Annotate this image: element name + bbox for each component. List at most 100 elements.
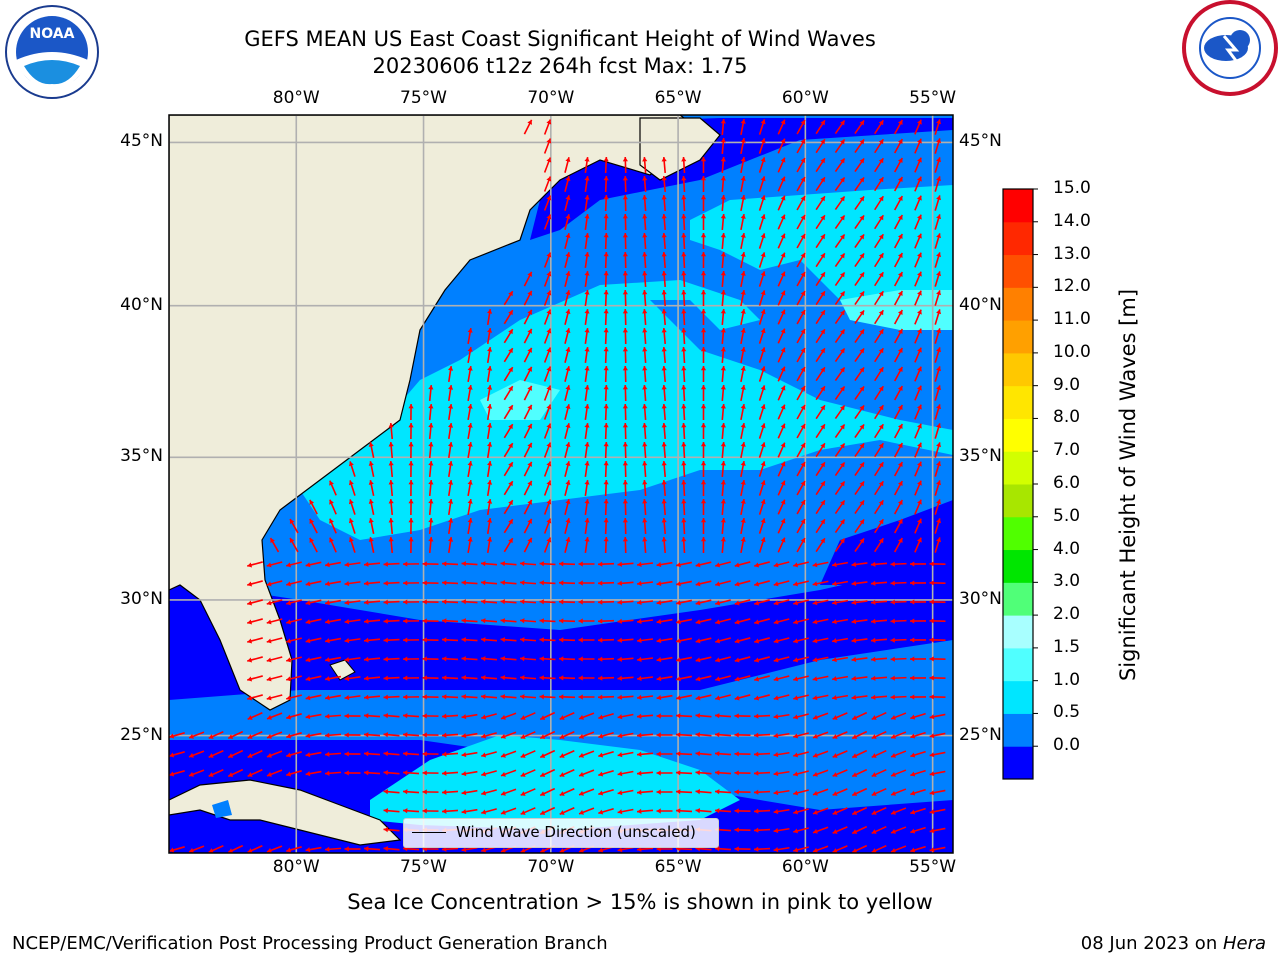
arrow-head (578, 637, 583, 643)
arrow-head (656, 713, 661, 719)
arrow-head (344, 846, 349, 852)
arrow-head (740, 537, 746, 542)
arrow-head (661, 157, 667, 162)
arrow-head (715, 657, 721, 663)
arrow-head (266, 562, 272, 568)
arrow-head (740, 442, 746, 447)
arrow-head (740, 366, 746, 371)
lat-label-left: 30°N (120, 588, 163, 609)
arrow-head (584, 461, 590, 466)
colorbar-segment (1003, 221, 1033, 256)
arrow-head (540, 810, 546, 815)
arrow-head (800, 348, 806, 354)
arrow-head (383, 770, 389, 776)
arrow-head (851, 580, 857, 587)
arrow-head (800, 291, 806, 297)
arrow-head (917, 328, 922, 334)
arrow-head (840, 310, 845, 316)
arrow-head (780, 214, 786, 220)
arrow-head (422, 675, 427, 681)
arrow-head (891, 809, 896, 815)
arrow-head (344, 580, 350, 587)
arrow-head (383, 580, 388, 586)
arrow-head (760, 366, 766, 372)
arrow-head (565, 252, 571, 258)
arrow-head (871, 753, 877, 758)
arrow-head (403, 656, 408, 662)
arrow-head (754, 676, 760, 682)
colorbar-segment (1003, 746, 1033, 780)
arrow-head (661, 537, 667, 542)
arrow-head (754, 827, 759, 833)
arrow-head (603, 309, 609, 314)
arrow-head (637, 732, 642, 738)
arrow-head (481, 694, 486, 700)
arrow-head (720, 214, 726, 219)
arrow-head (929, 847, 935, 853)
arrow-head (897, 119, 903, 125)
arrow-head (661, 461, 667, 466)
arrow-head (467, 347, 473, 352)
arrow-head (617, 771, 623, 777)
arrow-head (760, 309, 766, 315)
arrow-head (642, 252, 648, 257)
arrow-head (403, 694, 408, 700)
arrow-head (773, 828, 779, 834)
arrow-head (780, 518, 786, 524)
arrow-head (740, 347, 746, 352)
arrow-head (559, 580, 564, 586)
arrow-head (603, 290, 609, 295)
arrow-head (364, 846, 369, 852)
arrow-head (348, 518, 354, 524)
arrow-head (793, 714, 799, 720)
colorbar-segment (1003, 615, 1033, 649)
arrow-head (871, 675, 876, 681)
arrow-head (527, 347, 532, 353)
arrow-head (720, 537, 726, 542)
arrow-head (840, 158, 845, 164)
arrow-head (508, 519, 513, 525)
arrow-head (422, 561, 427, 567)
arrow-head (565, 442, 571, 448)
arrow-head (467, 423, 473, 428)
arrow-head (584, 499, 590, 504)
arrow-head (500, 790, 506, 796)
arrow-head (820, 424, 825, 430)
arrow-head (487, 385, 493, 390)
arrow-head (661, 442, 667, 447)
arrow-head (603, 499, 609, 504)
arrow-head (910, 809, 916, 815)
arrow-head (871, 694, 876, 700)
arrow-head (859, 519, 865, 525)
arrow-head (559, 772, 565, 777)
arrow-head (428, 385, 434, 390)
arrow-head (527, 404, 532, 410)
arrow-head (859, 443, 865, 449)
arrow-head (734, 732, 739, 738)
arrow-head (467, 385, 473, 390)
sea-ice-note: Sea Ice Concentration > 15% is shown in … (347, 890, 933, 914)
arrow-head (656, 676, 662, 682)
arrow-head (325, 657, 330, 663)
arrow-head (348, 499, 354, 505)
arrow-head (579, 771, 584, 777)
arrow-head (559, 561, 564, 567)
arrow-head (403, 789, 408, 795)
arrow-head (871, 599, 876, 605)
arrow-head (936, 290, 942, 296)
arrow-head (584, 423, 590, 428)
arrow-head (189, 733, 194, 739)
arrow-head (681, 309, 687, 314)
arrow-head (539, 637, 544, 643)
arrow-head (584, 195, 590, 200)
arrow-head (622, 537, 628, 542)
arrow-head (642, 537, 648, 542)
arrow-head (740, 233, 746, 238)
arrow-head (840, 538, 845, 544)
arrow-head (695, 789, 701, 795)
arrow-head (859, 310, 865, 316)
arrow-head (267, 847, 272, 853)
arrow-head (508, 386, 513, 392)
arrow-head (368, 537, 374, 542)
arrow-head (917, 423, 922, 429)
